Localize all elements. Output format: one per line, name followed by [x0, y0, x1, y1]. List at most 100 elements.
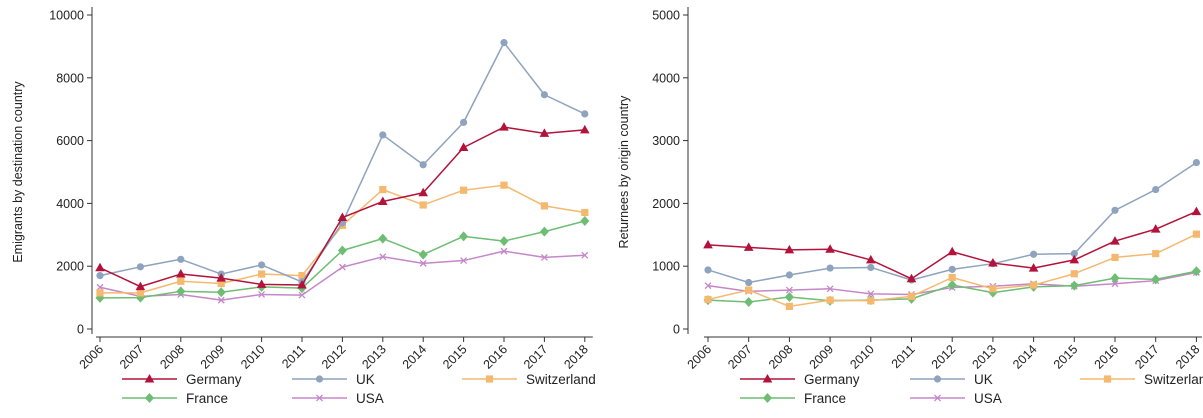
point-switzerland	[1070, 270, 1078, 278]
x-tick-label: 2009	[807, 342, 837, 372]
point-uk	[177, 255, 185, 263]
point-france	[1110, 273, 1120, 284]
point-usa	[704, 282, 712, 290]
legend-item-switzerland: Switzerland	[1080, 372, 1203, 387]
point-uk	[1070, 250, 1078, 258]
x-tick-label: 2012	[929, 342, 959, 372]
point-france	[539, 226, 549, 237]
series-germany	[703, 206, 1202, 283]
point-germany	[825, 244, 835, 253]
point-switzerland	[258, 270, 266, 278]
point-france	[580, 215, 590, 226]
panel-1: 0 2000 4000 6000 8000 10000 Emigrants by desti…	[11, 7, 596, 406]
point-switzerland	[1111, 253, 1119, 262]
point-france	[378, 233, 388, 244]
point-uk	[500, 39, 508, 47]
point-usa	[500, 247, 508, 255]
legend-item-usa: USA	[910, 391, 1002, 406]
point-germany	[458, 142, 469, 152]
legend-label: Germany	[186, 372, 242, 387]
point-germany	[418, 187, 428, 197]
x-tick-label: 2007	[117, 342, 147, 372]
point-germany	[1028, 263, 1039, 272]
point-france	[418, 249, 428, 260]
point-germany	[1150, 224, 1161, 233]
x-tick-label: 2014	[400, 342, 430, 372]
point-uk	[540, 91, 549, 99]
point-france	[499, 236, 509, 247]
point-germany	[1069, 254, 1080, 264]
legend-marker	[316, 394, 323, 402]
x-tick-label: 2018	[1173, 342, 1203, 372]
point-switzerland	[989, 285, 997, 293]
point-switzerland	[867, 297, 875, 305]
point-france	[1151, 274, 1161, 285]
point-switzerland	[745, 286, 753, 294]
x-tick-label: 2016	[1092, 342, 1122, 372]
legend-marker	[762, 374, 773, 383]
point-uk	[419, 161, 427, 169]
x-tick-label: 2007	[725, 342, 755, 372]
legend-marker	[145, 393, 154, 403]
point-uk	[826, 264, 834, 272]
point-usa	[1111, 280, 1119, 288]
series-usa	[96, 247, 589, 304]
legend-marker	[763, 393, 772, 403]
point-switzerland	[907, 292, 916, 300]
point-switzerland	[948, 273, 956, 282]
y-tick-label: 5000	[652, 9, 680, 23]
x-tick-label: 2010	[847, 342, 877, 372]
y-tick-label: 0	[77, 323, 84, 337]
x-tick-label: 2010	[238, 342, 268, 372]
point-germany	[499, 122, 509, 131]
point-switzerland	[1192, 230, 1200, 238]
legend-item-uk: UK	[910, 372, 993, 387]
y-axis-label: Returnees by origin country	[617, 95, 631, 249]
point-uk	[1030, 250, 1038, 258]
point-uk	[948, 265, 956, 273]
legend-label: Germany	[804, 372, 860, 387]
point-switzerland	[581, 208, 589, 217]
point-germany	[297, 280, 307, 289]
x-tick-label: 2015	[1051, 342, 1081, 372]
point-usa	[96, 283, 104, 291]
point-uk	[1111, 206, 1119, 214]
line-france	[99, 220, 585, 299]
point-uk	[460, 118, 468, 126]
legend-marker	[485, 375, 494, 383]
legend-item-uk: UK	[292, 372, 375, 387]
point-usa	[217, 296, 225, 304]
point-germany	[743, 242, 754, 251]
series-uk	[96, 39, 589, 286]
point-germany	[947, 246, 957, 256]
x-tick-label: 2014	[1010, 342, 1040, 372]
x-tick-label: 2017	[521, 342, 551, 372]
y-tick-label: 2000	[652, 197, 680, 211]
point-uk	[1192, 158, 1200, 167]
x-tick-label: 2011	[279, 342, 308, 371]
point-uk	[1152, 185, 1160, 194]
point-germany	[95, 262, 105, 272]
point-uk	[785, 271, 794, 279]
x-tick-label: 2008	[766, 342, 796, 372]
point-uk	[704, 266, 712, 274]
x-tick-label: 2012	[319, 342, 349, 372]
point-switzerland	[136, 289, 144, 297]
point-germany	[703, 239, 713, 249]
point-germany	[135, 281, 146, 291]
point-germany	[988, 258, 998, 267]
legend-item-usa: USA	[292, 391, 384, 406]
point-switzerland	[460, 186, 468, 194]
point-switzerland	[826, 296, 834, 304]
point-usa	[826, 285, 834, 293]
legend: Germany UK Switzerland France USA	[122, 372, 596, 406]
point-switzerland	[1152, 250, 1160, 258]
x-tick-label: 2013	[359, 342, 389, 372]
x-tick-label: 2015	[440, 342, 470, 372]
point-france	[337, 245, 347, 256]
legend-label: France	[186, 391, 228, 406]
point-usa	[258, 291, 266, 298]
x-tick-label: 2013	[969, 342, 999, 372]
legend-label: UK	[356, 372, 375, 387]
